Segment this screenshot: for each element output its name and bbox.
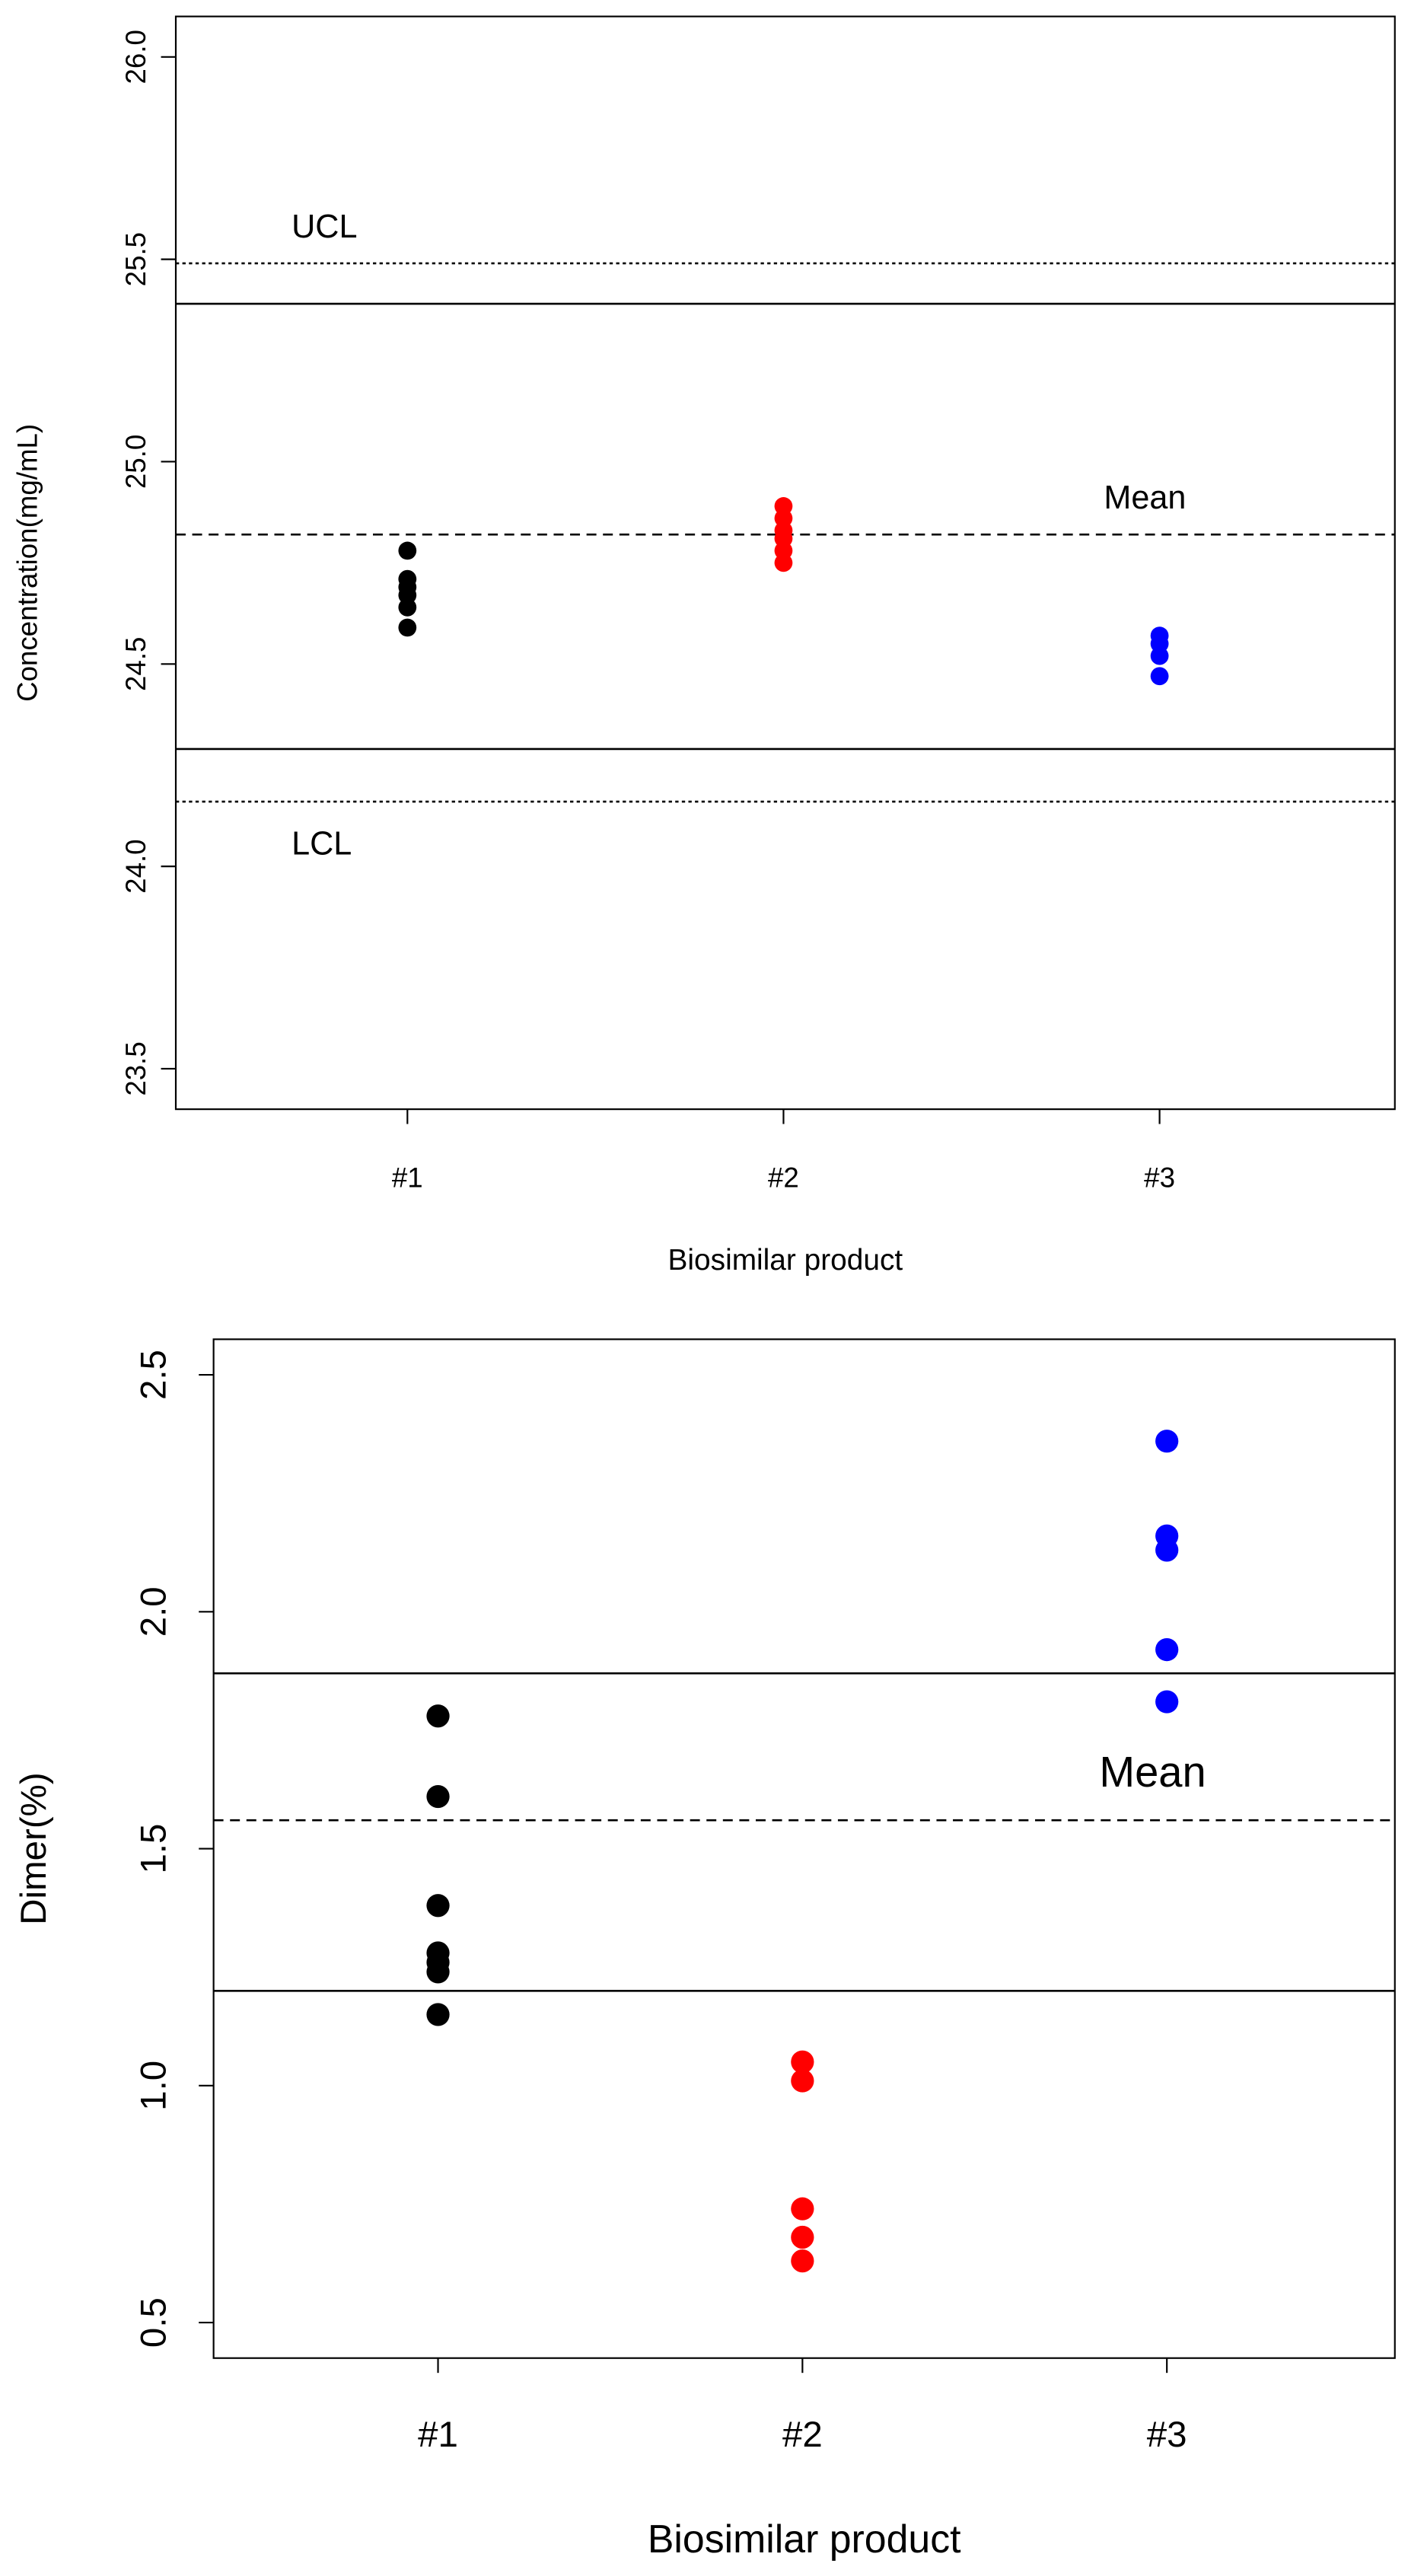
data-point (791, 2225, 814, 2249)
data-point (791, 2249, 814, 2273)
line-annotation: Mean (1099, 1748, 1206, 1796)
x-tick-label: #1 (418, 2415, 458, 2455)
data-point (426, 1960, 450, 1984)
data-point (1150, 667, 1169, 686)
data-point (791, 2069, 814, 2093)
x-axis-label: Biosimilar product (648, 2517, 961, 2561)
x-axis-label: Biosimilar product (668, 1244, 903, 1277)
y-tick-label: 0.5 (134, 2297, 174, 2348)
y-tick-label: 25.0 (120, 435, 151, 489)
data-point (1155, 1690, 1179, 1714)
data-point (398, 598, 417, 617)
x-tick-label: #3 (1144, 1162, 1175, 1194)
y-tick-label: 23.5 (120, 1041, 151, 1095)
y-tick-label: 26.0 (120, 30, 151, 84)
line-annotation: LCL (291, 826, 352, 862)
y-tick-label: 24.0 (120, 839, 151, 893)
data-point (791, 2197, 814, 2221)
data-point (398, 541, 417, 560)
y-tick-label: 2.5 (134, 1350, 174, 1400)
data-point (1155, 1538, 1179, 1562)
x-tick-label: #3 (1147, 2415, 1187, 2455)
y-tick-label: 1.5 (134, 1824, 174, 1874)
data-point (1155, 1637, 1179, 1662)
x-tick-label: #2 (782, 2415, 823, 2455)
line-annotation: Mean (1104, 480, 1186, 516)
data-point (774, 553, 793, 572)
plot-frame (174, 15, 1396, 1111)
data-point (398, 618, 417, 637)
data-point (1155, 1430, 1179, 1453)
y-tick-label: 2.0 (134, 1586, 174, 1637)
data-point (426, 1894, 450, 1918)
data-point (426, 1704, 450, 1728)
data-point (791, 2050, 814, 2074)
y-tick-label: 1.0 (134, 2061, 174, 2111)
data-point (426, 2003, 450, 2026)
x-tick-label: #2 (768, 1162, 799, 1194)
data-point (1150, 646, 1169, 665)
y-tick-label: 24.5 (120, 637, 151, 691)
line-annotation: UCL (291, 209, 357, 245)
y-axis-label: Concentration(mg/mL) (12, 424, 43, 702)
data-point (426, 1784, 450, 1809)
y-axis-label: Dimer(%) (14, 1772, 54, 1924)
x-tick-label: #1 (392, 1162, 423, 1194)
y-tick-label: 25.5 (120, 232, 151, 286)
